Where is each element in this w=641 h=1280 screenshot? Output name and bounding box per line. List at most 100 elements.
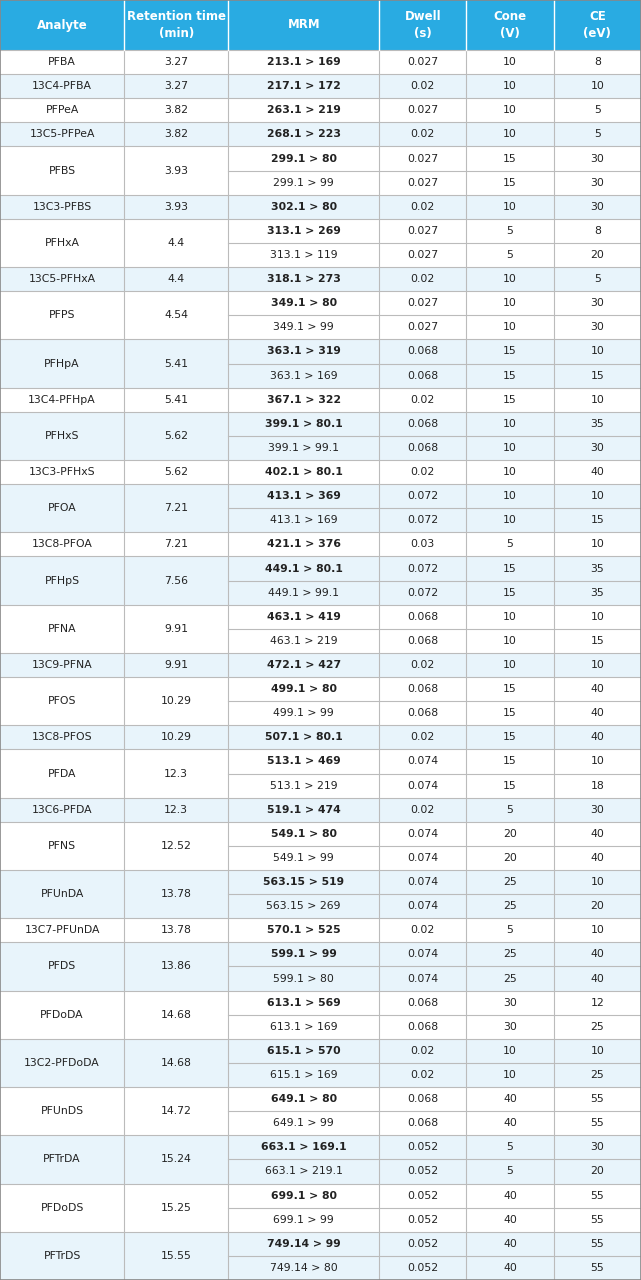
Text: 615.1 > 169: 615.1 > 169 [270,1070,338,1080]
Text: 30: 30 [590,154,604,164]
Text: 15: 15 [503,588,517,598]
Text: 7.21: 7.21 [164,539,188,549]
Text: 12: 12 [590,997,604,1007]
Bar [554,0,641,50]
Text: 5: 5 [506,805,513,814]
Text: 13C5-PFHxA: 13C5-PFHxA [28,274,96,284]
Text: 0.027: 0.027 [407,58,438,67]
Text: 0.068: 0.068 [407,1021,438,1032]
Text: 399.1 > 80.1: 399.1 > 80.1 [265,419,342,429]
Text: 40: 40 [590,732,604,742]
Text: 25: 25 [503,950,517,960]
Text: 15: 15 [503,178,517,188]
Text: 40: 40 [590,708,604,718]
Text: 13.86: 13.86 [161,961,192,972]
Text: 10: 10 [503,1046,517,1056]
Text: 5: 5 [506,925,513,936]
Text: 14.68: 14.68 [161,1010,192,1020]
Bar [0,966,641,991]
Text: 413.1 > 169: 413.1 > 169 [270,516,338,525]
Text: PFBA: PFBA [48,58,76,67]
Text: 563.15 > 269: 563.15 > 269 [267,901,341,911]
Text: PFUnDA: PFUnDA [40,890,84,899]
Bar [0,219,641,243]
Bar [0,677,641,701]
Text: 10: 10 [503,81,517,91]
Text: 15: 15 [503,154,517,164]
Bar [467,0,554,50]
Text: 0.072: 0.072 [407,492,438,502]
Text: PFDoDA: PFDoDA [40,1010,84,1020]
Text: 0.074: 0.074 [407,756,438,767]
Bar [0,1087,641,1111]
Text: 0.02: 0.02 [411,925,435,936]
Text: 55: 55 [590,1239,604,1249]
Text: 55: 55 [590,1190,604,1201]
Text: 413.1 > 369: 413.1 > 369 [267,492,340,502]
Text: 13C8-PFOA: 13C8-PFOA [31,539,92,549]
Text: 20: 20 [590,250,604,260]
Text: 25: 25 [590,1070,604,1080]
Text: 10: 10 [503,1070,517,1080]
Text: 40: 40 [503,1239,517,1249]
Text: 3.82: 3.82 [164,129,188,140]
Text: 0.052: 0.052 [407,1166,438,1176]
Text: 549.1 > 80: 549.1 > 80 [271,829,337,838]
Text: 217.1 > 172: 217.1 > 172 [267,81,340,91]
Text: 10: 10 [590,492,604,502]
Bar [0,604,641,628]
Bar [0,870,641,895]
Text: 5: 5 [506,225,513,236]
Text: 0.027: 0.027 [407,250,438,260]
Text: 40: 40 [503,1119,517,1128]
Bar [0,1207,641,1231]
Text: PFTrDS: PFTrDS [44,1251,81,1261]
Bar [0,726,641,749]
Text: 0.027: 0.027 [407,154,438,164]
Text: 0.074: 0.074 [407,829,438,838]
Text: 399.1 > 99.1: 399.1 > 99.1 [268,443,339,453]
Bar [0,991,641,1015]
Bar [0,749,641,773]
Text: 0.052: 0.052 [407,1263,438,1272]
Text: 499.1 > 80: 499.1 > 80 [271,684,337,694]
Text: 263.1 > 219: 263.1 > 219 [267,105,340,115]
Text: 0.052: 0.052 [407,1142,438,1152]
Text: 15: 15 [503,347,517,356]
Text: 513.1 > 219: 513.1 > 219 [270,781,338,791]
Text: 10: 10 [503,298,517,308]
Text: 0.03: 0.03 [411,539,435,549]
Text: 55: 55 [590,1263,604,1272]
Bar [0,1160,641,1184]
Text: 10: 10 [503,443,517,453]
Bar [0,339,641,364]
Text: 13C4-PFBA: 13C4-PFBA [32,81,92,91]
Text: 0.074: 0.074 [407,950,438,960]
Text: 5.62: 5.62 [164,431,188,440]
Text: 699.1 > 80: 699.1 > 80 [271,1190,337,1201]
Text: 30: 30 [590,178,604,188]
Text: 313.1 > 269: 313.1 > 269 [267,225,340,236]
Text: 20: 20 [503,829,517,838]
Bar [0,628,641,653]
Text: 10: 10 [590,756,604,767]
Bar [0,942,641,966]
Text: 0.068: 0.068 [407,1094,438,1105]
Text: 30: 30 [503,997,517,1007]
Text: CE
(eV): CE (eV) [583,10,612,40]
Bar [124,0,228,50]
Text: 3.93: 3.93 [164,202,188,211]
Text: PFOA: PFOA [47,503,76,513]
Bar [0,846,641,870]
Bar [0,1062,641,1087]
Bar [0,1184,641,1207]
Text: 10: 10 [503,105,517,115]
Text: 749.14 > 80: 749.14 > 80 [270,1263,338,1272]
Text: 10: 10 [590,1046,604,1056]
Text: 0.02: 0.02 [411,805,435,814]
Text: 13C7-PFUnDA: 13C7-PFUnDA [24,925,100,936]
Bar [0,484,641,508]
Bar [0,557,641,581]
Bar [0,1015,641,1039]
Text: 18: 18 [590,781,604,791]
